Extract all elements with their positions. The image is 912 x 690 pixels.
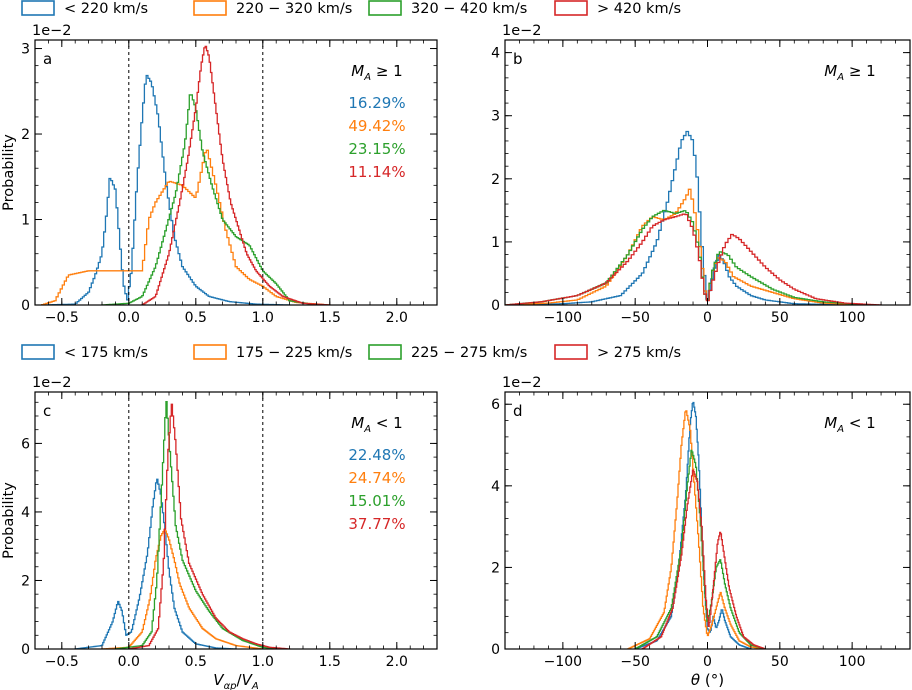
panel-label: b (513, 50, 523, 68)
legend-label-blue: < 175 km/s (64, 345, 148, 361)
y-tick-label: 2 (491, 172, 500, 188)
y-tick-label: 0 (21, 642, 30, 658)
percentage-green: 23.15% (348, 140, 405, 158)
legend-label-green: 320 − 420 km/s (411, 1, 527, 17)
condition-label: MA < 1 (824, 414, 875, 435)
x-tick-label: −100 (544, 654, 582, 670)
y-axis-label: Probability (1, 134, 17, 211)
y-tick-label: 0 (21, 298, 30, 314)
x-tick-label: −0.5 (45, 310, 79, 326)
y-tick-label: 2 (21, 127, 30, 143)
percentage-orange: 49.42% (348, 117, 405, 135)
percentage-blue: 16.29% (348, 94, 405, 112)
x-tick-label: 1.0 (252, 310, 274, 326)
series-red-a (141, 45, 331, 305)
x-axis-label: θ (°) (691, 671, 724, 689)
legend-label-green: 225 − 275 km/s (411, 345, 527, 361)
y-tick-label: 2 (21, 573, 30, 589)
y-scale-label: 1e−2 (32, 23, 72, 39)
legend-label-blue: < 220 km/s (64, 1, 148, 17)
panel-c: −0.5 0.0 0.5 1.0 1.5 2.0 0 2 4 6 1e−2 c MA < 1 22.48%… (1, 375, 438, 690)
y-tick-label: 0 (491, 642, 500, 658)
series-green-c (114, 400, 277, 649)
y-scale-label: 1e−2 (502, 375, 542, 391)
x-tick-label: −50 (620, 310, 650, 326)
x-tick-label: 50 (771, 310, 789, 326)
x-tick-label: 0 (703, 654, 712, 670)
condition-label: MA ≥ 1 (351, 62, 402, 83)
legend-label-red: > 420 km/s (597, 1, 681, 17)
legend-swatch-green (368, 344, 402, 360)
series-green-a (101, 94, 318, 305)
legend-swatch-red (554, 344, 588, 360)
series-red-d (641, 469, 767, 649)
y-tick-label: 0 (491, 298, 500, 314)
x-tick-label: 1.5 (319, 310, 341, 326)
y-scale-label: 1e−2 (32, 375, 72, 391)
percentage-red: 37.77% (348, 515, 405, 533)
panel-d: −100 −50 0 50 100 0 2 4 61e−2 d MA < 1 θ (°) (491, 375, 911, 689)
x-tick-label: 1.0 (252, 654, 274, 670)
legend-swatch-green (368, 0, 402, 16)
y-tick-label: 6 (491, 397, 500, 413)
x-tick-label: 0.0 (118, 654, 140, 670)
x-tick-label: 2.0 (386, 310, 408, 326)
condition-label: MA < 1 (351, 414, 402, 435)
series-blue-b (505, 130, 853, 305)
series-green-b (505, 209, 868, 305)
percentage-orange: 24.74% (348, 469, 405, 487)
y-tick-label: 1 (21, 213, 30, 229)
legend-swatch-red (554, 0, 588, 16)
condition-label: MA ≥ 1 (824, 62, 875, 83)
legend-swatch-orange (193, 0, 227, 16)
legend-bottom: < 175 km/s 175 − 225 km/s 225 − 275 km/s > … (21, 344, 681, 361)
series-blue-d (634, 401, 752, 649)
x-tick-label: −50 (620, 654, 650, 670)
y-tick-label: 4 (491, 46, 500, 62)
x-tick-label: 100 (839, 654, 866, 670)
legend-swatch-orange (193, 344, 227, 360)
panel-label: a (43, 50, 52, 68)
y-tick-label: 1 (491, 235, 500, 251)
panel-b: −100 −50 0 50 100 0 1 2 3 41e−2 b MA ≥ 1 (491, 23, 911, 326)
y-tick-label: 2 (491, 560, 500, 576)
series-blue-c (74, 478, 237, 649)
y-tick-label: 3 (491, 109, 500, 125)
x-tick-label: 0.0 (118, 310, 140, 326)
y-tick-label: 4 (491, 479, 500, 495)
legend-label-orange: 175 − 225 km/s (236, 345, 352, 361)
y-tick-label: 6 (21, 436, 30, 452)
panel-label: d (513, 402, 523, 420)
percentage-red: 11.14% (348, 163, 405, 181)
x-tick-label: 0.5 (185, 654, 207, 670)
legend-label-red: > 275 km/s (597, 345, 681, 361)
series-orange-d (627, 410, 767, 649)
series-orange-a (41, 149, 331, 305)
x-tick-label: 1.5 (319, 654, 341, 670)
legend-swatch-blue (21, 0, 55, 16)
x-tick-label: 100 (839, 310, 866, 326)
x-tick-label: 2.0 (386, 654, 408, 670)
x-tick-label: 0.5 (185, 310, 207, 326)
x-tick-label: 0 (703, 310, 712, 326)
x-tick-label: −100 (544, 310, 582, 326)
panel-a: −0.5 0.0 0.5 1.0 1.5 2.0 0 1 2 31e−2 a MA ≥ 1 16.29%… (1, 23, 438, 326)
panel-label: c (43, 402, 51, 420)
x-tick-label: 50 (771, 654, 789, 670)
x-tick-label: −0.5 (45, 654, 79, 670)
y-scale-label: 1e−2 (502, 23, 542, 39)
y-axis-label: Probability (1, 482, 17, 559)
series-orange-b (505, 188, 868, 305)
series-blue-a (41, 74, 291, 305)
legend-swatch-blue (21, 344, 55, 360)
y-tick-label: 3 (21, 42, 30, 58)
percentage-blue: 22.48% (348, 446, 405, 464)
legend-label-orange: 220 − 320 km/s (236, 1, 352, 17)
y-tick-label: 4 (21, 505, 30, 521)
x-axis-label: Vαp/VA (213, 671, 259, 690)
percentage-green: 15.01% (348, 492, 405, 510)
series-red-b (505, 213, 882, 305)
legend-top: < 220 km/s 220 − 320 km/s 320 − 420 km/s > … (21, 0, 681, 17)
